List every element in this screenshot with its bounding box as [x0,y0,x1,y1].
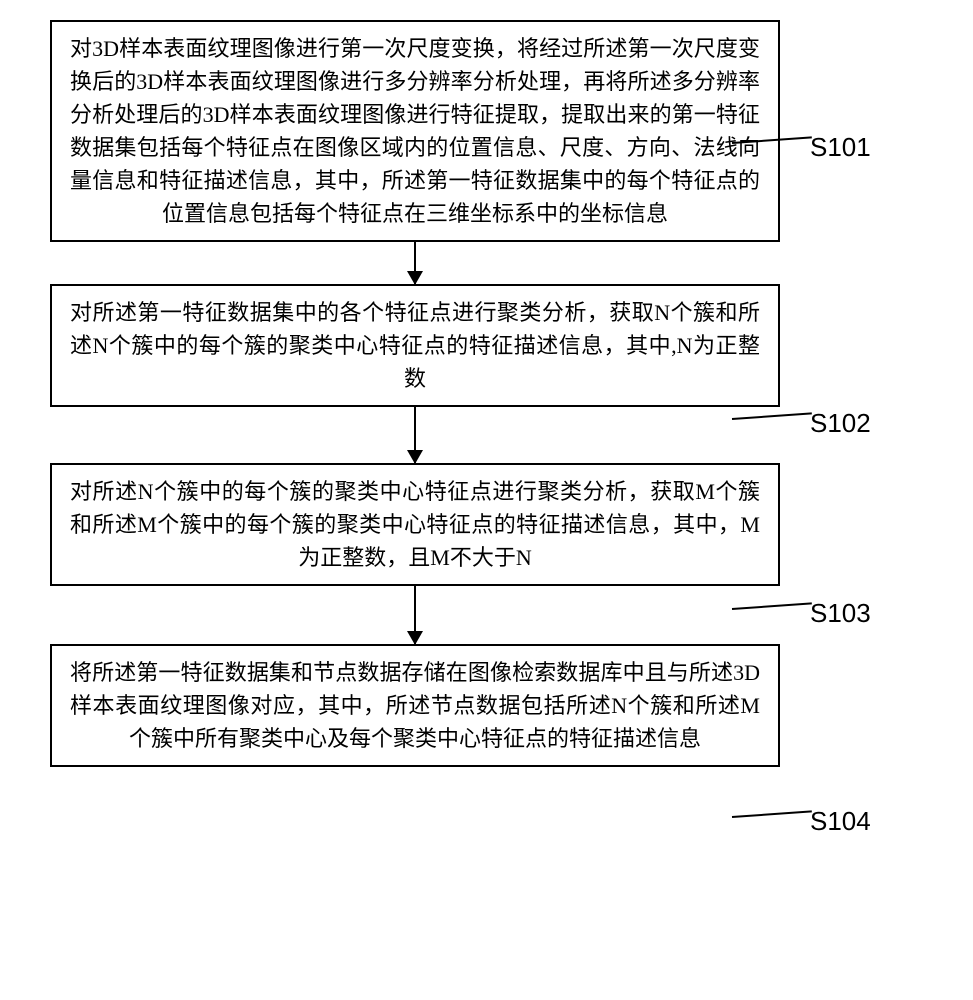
step-text: 将所述第一特征数据集和节点数据存储在图像检索数据库中且与所述3D样本表面纹理图像… [70,660,760,751]
step-box-s102: 对所述第一特征数据集中的各个特征点进行聚类分析，获取N个簇和所述N个簇中的每个簇… [50,284,780,407]
step-label-s103: S103 [810,598,871,629]
step-row-4: 将所述第一特征数据集和节点数据存储在图像检索数据库中且与所述3D样本表面纹理图像… [50,644,920,767]
arrow-3-4 [50,586,780,644]
step-text: 对所述第一特征数据集中的各个特征点进行聚类分析，获取N个簇和所述N个簇中的每个簇… [70,300,760,391]
arrow [414,242,416,284]
step-row-3: 对所述N个簇中的每个簇的聚类中心特征点进行聚类分析，获取M个簇和所述M个簇中的每… [50,463,920,586]
arrow [414,407,416,463]
step-box-s103: 对所述N个簇中的每个簇的聚类中心特征点进行聚类分析，获取M个簇和所述M个簇中的每… [50,463,780,586]
step-label-s104: S104 [810,806,871,837]
step-label-s102: S102 [810,408,871,439]
step-label-s101: S101 [810,132,871,163]
arrow-1-2 [50,242,780,284]
step-row-2: 对所述第一特征数据集中的各个特征点进行聚类分析，获取N个簇和所述N个簇中的每个簇… [50,284,920,407]
step-box-s104: 将所述第一特征数据集和节点数据存储在图像检索数据库中且与所述3D样本表面纹理图像… [50,644,780,767]
step-row-1: 对3D样本表面纹理图像进行第一次尺度变换，将经过所述第一次尺度变换后的3D样本表… [50,20,920,242]
step-box-s101: 对3D样本表面纹理图像进行第一次尺度变换，将经过所述第一次尺度变换后的3D样本表… [50,20,780,242]
arrow [414,586,416,644]
arrow-2-3 [50,407,780,463]
step-text: 对所述N个簇中的每个簇的聚类中心特征点进行聚类分析，获取M个簇和所述M个簇中的每… [70,479,760,570]
flowchart-container: 对3D样本表面纹理图像进行第一次尺度变换，将经过所述第一次尺度变换后的3D样本表… [50,20,920,767]
label-line-s104 [732,810,812,818]
step-text: 对3D样本表面纹理图像进行第一次尺度变换，将经过所述第一次尺度变换后的3D样本表… [70,36,760,226]
